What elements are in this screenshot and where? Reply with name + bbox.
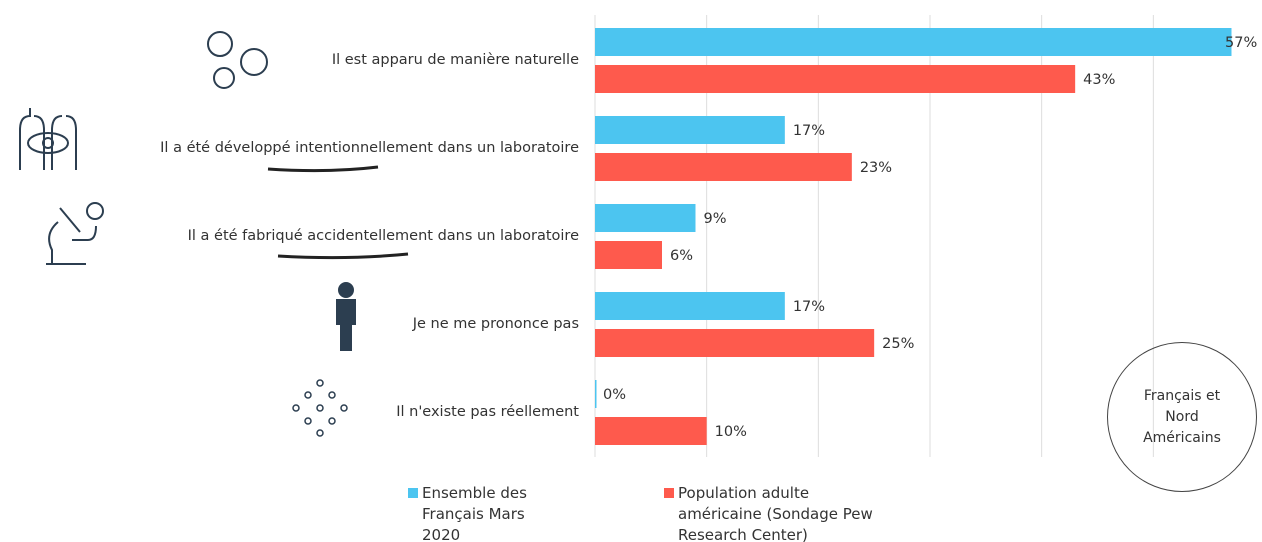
bar — [595, 417, 707, 445]
value-label: 23% — [860, 160, 892, 176]
annotation-circle: Français et Nord Américains — [1107, 342, 1257, 492]
value-label: 6% — [670, 248, 693, 264]
bar — [595, 204, 696, 232]
bar — [595, 116, 785, 144]
category-label: Il a été fabriqué accidentellement dans … — [188, 228, 579, 244]
value-label: 57% — [1225, 35, 1257, 51]
category-label: Il a été développé intentionnellement da… — [160, 140, 579, 156]
legend-item: Population adulte américaine (Sondage Pe… — [664, 483, 878, 542]
legend-swatch — [664, 488, 674, 498]
bar — [595, 329, 875, 357]
bar — [595, 153, 852, 181]
value-label: 25% — [882, 336, 914, 352]
category-label: Il n'existe pas réellement — [396, 404, 579, 420]
bar — [595, 292, 785, 320]
legend-label: Population adulte américaine (Sondage Pe… — [678, 484, 873, 542]
value-label: 43% — [1083, 72, 1115, 88]
annotation: Français et Nord Américains — [1143, 387, 1221, 446]
category-label: Il est apparu de manière naturelle — [332, 52, 579, 68]
bar — [595, 241, 662, 269]
underline — [267, 165, 379, 173]
value-label: 9% — [704, 211, 727, 227]
category-label: Je ne me prononce pas — [412, 316, 579, 332]
value-label: 10% — [715, 424, 747, 440]
value-label: 17% — [793, 299, 825, 315]
value-label: 0% — [603, 387, 626, 403]
underline — [277, 252, 409, 260]
legend-item: Ensemble des Français Mars 2020 — [408, 483, 562, 542]
value-label: 17% — [793, 123, 825, 139]
icons — [19, 31, 356, 437]
bar — [595, 65, 1076, 93]
legend-swatch — [408, 488, 418, 498]
legend-label: Ensemble des Français Mars 2020 — [422, 484, 527, 542]
bar — [595, 28, 1232, 56]
bar — [595, 380, 597, 408]
